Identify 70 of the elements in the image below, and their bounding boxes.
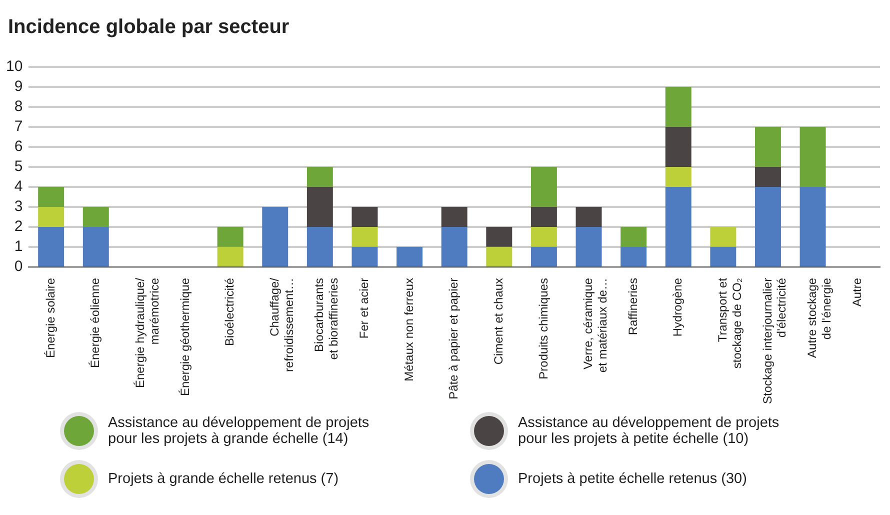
y-tick-label: 0 <box>14 258 23 276</box>
bar <box>665 126 692 167</box>
bar <box>217 226 244 247</box>
bar <box>754 126 781 167</box>
bar <box>576 206 602 227</box>
x-tick-label: Autre <box>850 278 864 307</box>
bar <box>665 86 692 127</box>
bar <box>754 186 781 266</box>
y-tick-label: 1 <box>14 238 23 256</box>
y-tick-label: 2 <box>14 218 23 236</box>
bar <box>82 206 109 227</box>
y-tick-label: 5 <box>14 158 23 176</box>
bar <box>38 186 64 207</box>
x-tick-label: Transport et stockage de CO₂ <box>715 277 744 369</box>
y-tick-label: 8 <box>14 98 23 116</box>
bar <box>530 226 557 247</box>
bar <box>441 206 468 227</box>
bar <box>306 226 333 266</box>
x-tick-label: Raffineries <box>626 278 640 336</box>
bar <box>38 206 64 227</box>
legend-label: Assistance au développement de projets pour les projets à petite échelle (10) <box>518 415 780 447</box>
bar <box>262 206 288 266</box>
legend-label: Projets à petite échelle retenus (30) <box>518 471 747 487</box>
x-tick-label: Métaux non ferreux <box>402 278 416 382</box>
y-tick-label: 10 <box>6 58 23 76</box>
x-tick-label: Énergie hydraulique/ marémotrice <box>133 277 162 388</box>
y-tick-label: 3 <box>14 198 23 216</box>
x-tick-label: Hydrogène <box>670 278 685 337</box>
bar <box>352 226 378 247</box>
bar <box>665 186 692 266</box>
bar <box>665 166 692 187</box>
bar <box>38 226 64 266</box>
x-tick-label: Énergie solaire <box>43 278 58 358</box>
x-tick-label: Bioélectricité <box>222 278 237 346</box>
bar <box>530 206 557 227</box>
bar <box>486 226 512 247</box>
x-tick-label: Fer et acier <box>357 278 372 339</box>
bar <box>441 226 468 266</box>
bar <box>800 126 826 187</box>
bar <box>710 246 736 266</box>
bar <box>576 226 602 266</box>
bar <box>217 246 244 266</box>
legend-label: Projets à grande échelle retenus (7) <box>108 471 339 487</box>
bar <box>710 226 736 247</box>
bar <box>486 246 512 266</box>
x-tick-label: Énergie géothermique <box>178 278 192 396</box>
bar <box>530 166 557 207</box>
x-tick-label: Pâte à papier et papier <box>446 278 461 400</box>
x-tick-label: Produits chimiques <box>536 278 550 380</box>
x-tick-label: Chauffage/ refroidissement… <box>267 277 296 372</box>
chart-title: Incidence globale par secteur <box>8 16 290 39</box>
bar <box>620 226 647 247</box>
bar <box>82 226 109 266</box>
bar <box>306 166 333 187</box>
y-tick-label: 7 <box>14 118 23 136</box>
x-tick-label: Verre, céramique et matériaux de… <box>581 278 610 373</box>
bar <box>754 166 781 187</box>
legend-label: Assistance au développement de projets pour les projets à grande échelle (14) <box>108 415 370 447</box>
y-tick-label: 9 <box>14 78 23 96</box>
x-tick-label: Ciment et chaux <box>491 278 506 365</box>
bar <box>800 186 826 266</box>
bar <box>352 246 378 266</box>
y-tick-label: 4 <box>14 178 23 196</box>
bar <box>530 246 557 266</box>
bar <box>352 206 378 227</box>
bar <box>396 246 423 266</box>
y-tick-label: 6 <box>14 138 23 156</box>
bar <box>306 186 333 227</box>
x-tick-label: Énergie éolienne <box>88 278 102 368</box>
bar <box>620 246 647 266</box>
